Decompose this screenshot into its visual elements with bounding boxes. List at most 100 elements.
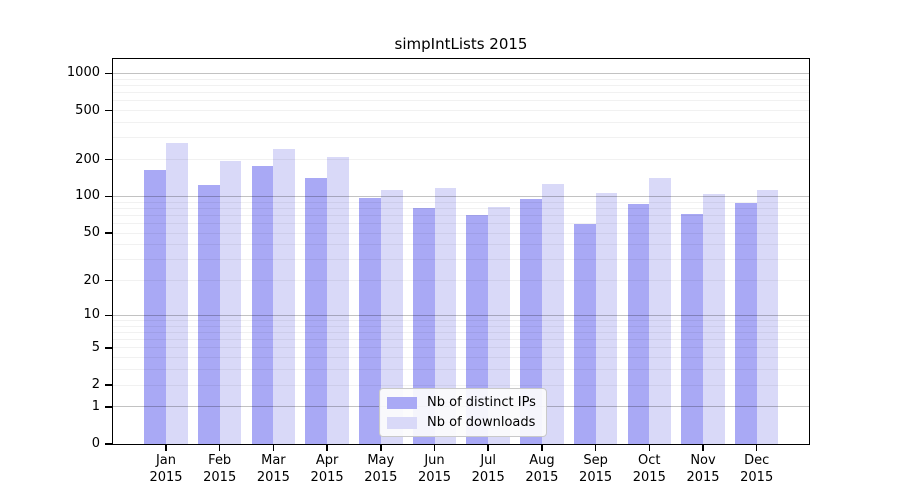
y-tick-mark-200 [105,158,113,161]
y-tick-label-200: 200 [75,151,100,167]
bar-nov-nb-of-distinct-ips [681,213,703,444]
gridline-minor-40 [113,244,809,246]
x-tick-mark-aug [541,445,543,451]
x-tick-label-jul: Jul 2015 [471,453,505,485]
x-tick-label-jan: Jan 2015 [149,453,183,485]
x-tick-mark-jun [433,445,436,451]
bar-mar-nb-of-downloads [273,148,296,444]
y-tick-label-500: 500 [75,102,100,118]
y-tick-mark-1000 [105,72,113,75]
gridline-minor-30 [113,259,809,261]
gridline-minor-600 [113,100,809,102]
gridline-major-10 [113,314,809,316]
bar-feb-nb-of-downloads [219,160,242,444]
y-tick-mark-2 [105,384,113,386]
x-tick-label-oct: Oct 2015 [632,453,666,485]
bar-aug-nb-of-downloads [541,183,564,444]
gridline-minor-500 [113,110,809,112]
gridline-minor-60 [113,223,809,224]
y-tick-mark-0 [105,443,113,445]
x-tick-mark-may [380,445,382,451]
bar-jan-nb-of-downloads [166,142,188,444]
gridline-minor-8 [113,325,809,327]
gridline-minor-700 [113,92,809,94]
legend-label-downloads: Nb of downloads [427,415,536,430]
bar-may-nb-of-distinct-ips [359,198,381,444]
y-tick-label-1: 1 [91,398,100,414]
bar-dec-nb-of-downloads [756,189,779,444]
bar-may-nb-of-downloads [380,189,403,444]
legend-item-downloads: Nb of downloads [387,415,538,430]
bar-jul-nb-of-distinct-ips [466,215,489,444]
x-tick-label-jun: Jun 2015 [417,453,452,485]
bar-feb-nb-of-distinct-ips [197,185,220,444]
bar-oct-nb-of-distinct-ips [627,204,650,444]
x-tick-label-sep: Sep 2015 [579,453,613,485]
bar-mar-nb-of-distinct-ips [251,166,274,444]
bar-jul-nb-of-downloads [488,206,510,444]
bar-sep-nb-of-downloads [595,193,618,444]
x-tick-mark-mar [272,445,275,451]
legend-swatch-downloads [387,416,417,429]
legend-label-distinct-ips: Nb of distinct IPs [427,395,536,410]
y-tick-mark-10 [105,314,113,317]
gridline-minor-300 [113,137,809,139]
y-tick-label-50: 50 [83,225,100,241]
x-tick-mark-jan [165,445,167,451]
bar-nov-nb-of-downloads [703,193,725,444]
x-tick-mark-jul [487,445,489,451]
gridline-minor-900 [113,78,809,80]
bar-apr-nb-of-distinct-ips [305,178,328,444]
plot-area [113,59,809,444]
x-tick-label-nov: Nov 2015 [686,453,720,485]
y-tick-mark-5 [105,347,113,349]
y-tick-label-10: 10 [83,307,100,323]
bar-jan-nb-of-distinct-ips [144,169,166,444]
gridline-minor-800 [113,84,809,86]
x-tick-label-apr: Apr 2015 [310,453,344,485]
y-tick-label-20: 20 [83,272,100,288]
gridline-minor-50 [113,232,809,234]
chart-title: simpIntLists 2015 [394,35,528,53]
y-tick-label-5: 5 [91,339,100,355]
gridline-minor-7 [113,331,809,333]
gridline-minor-4 [113,357,809,359]
gridline-major-1000 [113,72,809,74]
gridline-minor-6 [113,339,809,341]
y-tick-mark-50 [105,232,113,234]
gridline-minor-70 [113,214,809,216]
bar-dec-nb-of-distinct-ips [734,202,757,444]
x-tick-mark-apr [326,445,328,451]
x-tick-mark-feb [218,445,221,451]
gridline-major-100 [113,195,809,197]
bar-apr-nb-of-downloads [327,157,349,444]
x-tick-mark-dec [755,445,758,451]
gridline-minor-3 [113,369,809,371]
legend: Nb of distinct IPs Nb of downloads [379,388,547,437]
bar-oct-nb-of-downloads [649,178,672,444]
legend-swatch-distinct-ips [387,396,417,409]
y-tick-mark-100 [105,195,113,198]
x-tick-label-dec: Dec 2015 [740,453,774,485]
bar-jun-nb-of-distinct-ips [412,208,435,444]
y-tick-label-0: 0 [91,436,100,451]
x-tick-label-feb: Feb 2015 [203,453,237,485]
gridline-minor-5 [113,347,809,349]
x-tick-mark-oct [648,445,651,451]
gridline-minor-9 [113,320,809,321]
y-tick-label-2: 2 [91,377,100,393]
x-tick-label-may: May 2015 [364,453,398,485]
legend-item-distinct-ips: Nb of distinct IPs [387,395,538,410]
bar-sep-nb-of-distinct-ips [573,223,596,444]
gridline-minor-2 [113,384,809,386]
x-tick-mark-nov [702,445,704,451]
y-tick-mark-1 [105,406,113,408]
bar-aug-nb-of-distinct-ips [520,199,542,444]
gridline-minor-80 [113,207,809,209]
y-tick-mark-500 [105,109,113,112]
bar-jun-nb-of-downloads [434,187,457,444]
y-tick-label-100: 100 [75,188,100,204]
x-tick-label-aug: Aug 2015 [525,453,559,485]
gridline-minor-20 [113,280,809,282]
